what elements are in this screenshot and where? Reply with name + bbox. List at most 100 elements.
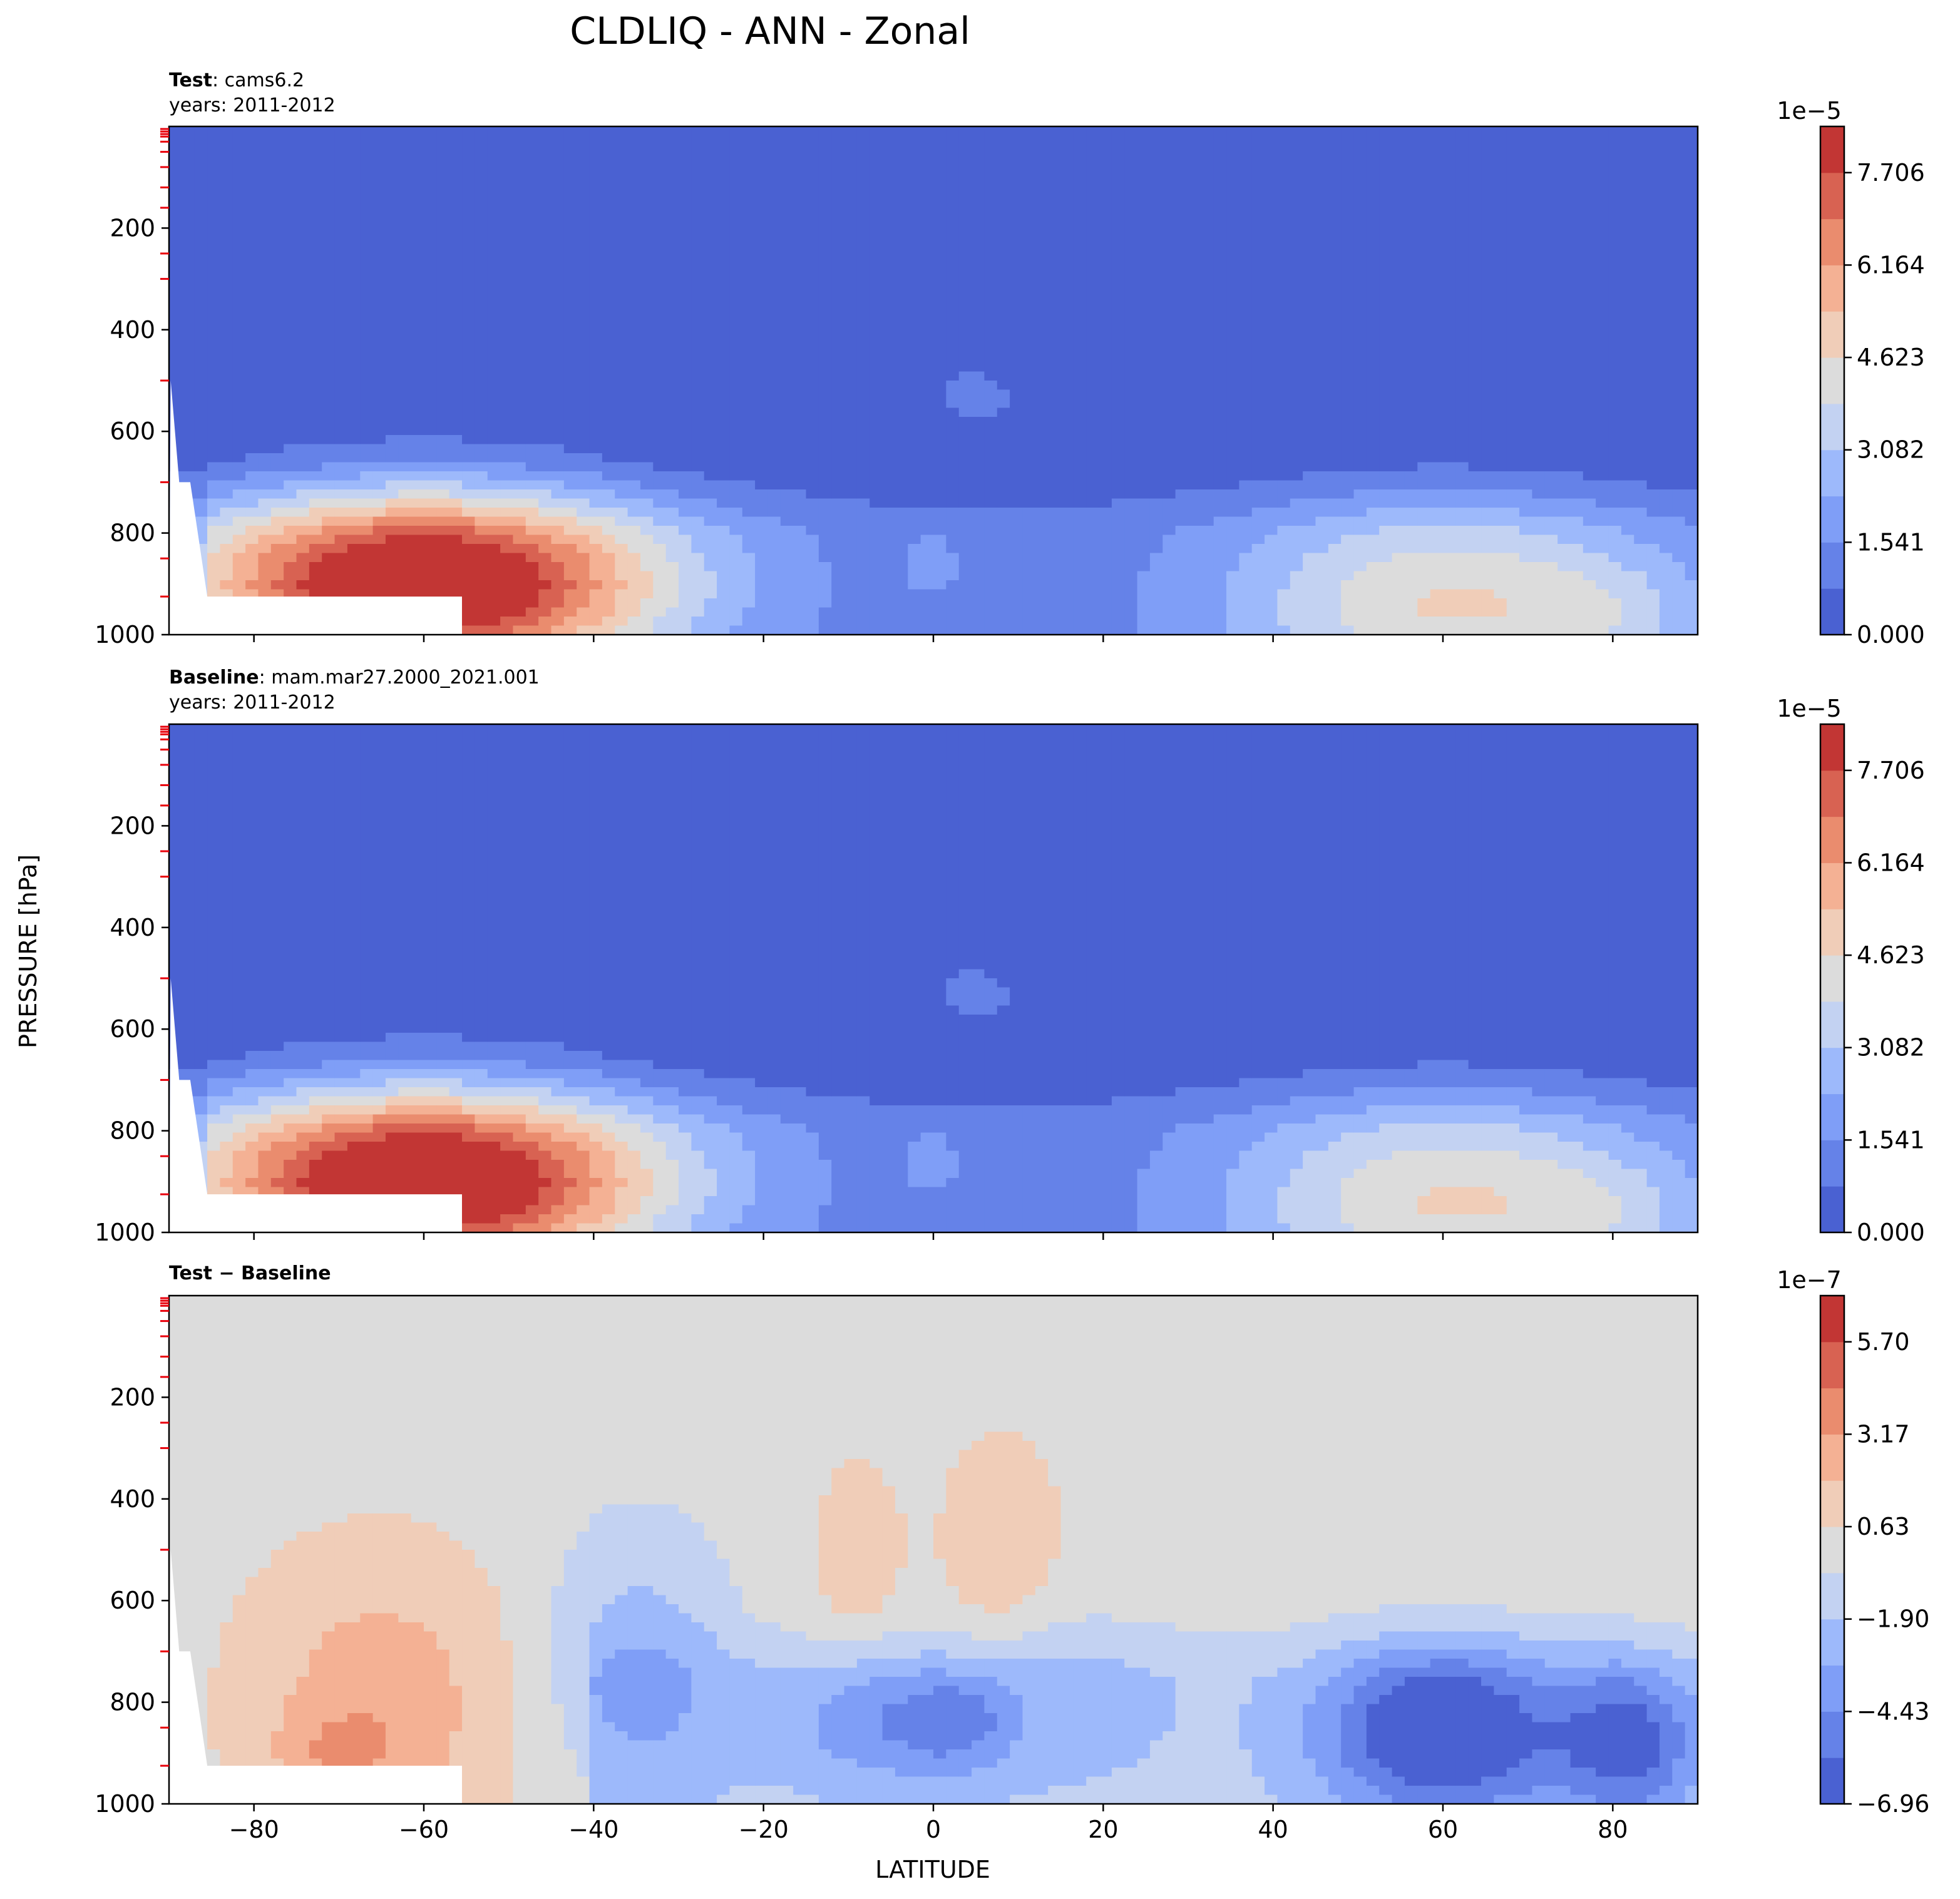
contour-cell xyxy=(1162,226,1176,236)
contour-cell xyxy=(424,444,437,454)
contour-cell xyxy=(1646,353,1660,363)
contour-cell xyxy=(1290,145,1303,155)
contour-cell xyxy=(347,299,361,309)
contour-cell xyxy=(1596,199,1609,209)
contour-cell xyxy=(1596,163,1609,173)
contour-cell xyxy=(882,435,896,445)
contour-cell xyxy=(704,344,717,354)
contour-cell xyxy=(1315,190,1329,200)
contour-cell xyxy=(1583,262,1596,272)
contour-cell xyxy=(717,145,730,155)
contour-cell xyxy=(487,498,501,508)
contour-cell xyxy=(1608,326,1622,336)
contour-cell xyxy=(958,444,972,454)
contour-cell xyxy=(1277,335,1291,345)
contour-cell xyxy=(615,244,629,254)
contour-cell xyxy=(1506,399,1520,409)
contour-cell xyxy=(182,326,195,336)
contour-cell xyxy=(1086,435,1100,445)
contour-cell xyxy=(449,435,463,445)
contour-cell xyxy=(844,317,858,327)
contour-cell xyxy=(487,208,501,218)
contour-cell xyxy=(972,244,985,254)
contour-cell xyxy=(1048,308,1062,318)
contour-cell xyxy=(1226,317,1239,327)
contour-cell xyxy=(1532,326,1546,336)
contour-cell xyxy=(742,272,756,282)
contour-cell xyxy=(1188,181,1201,191)
contour-cell xyxy=(1404,335,1418,345)
contour-cell xyxy=(589,181,603,191)
contour-cell xyxy=(182,145,195,155)
contour-cell xyxy=(475,290,488,300)
contour-cell xyxy=(729,171,743,182)
contour-cell xyxy=(1226,126,1239,136)
contour-cell xyxy=(1443,226,1456,236)
contour-cell xyxy=(1188,217,1201,227)
contour-cell xyxy=(1685,353,1698,363)
contour-cell xyxy=(1353,389,1367,399)
contour-cell xyxy=(385,217,399,227)
contour-cell xyxy=(767,299,781,309)
contour-cell xyxy=(1251,290,1265,300)
contour-cell xyxy=(398,171,412,182)
contour-cell xyxy=(1060,471,1074,481)
contour-cell xyxy=(1379,435,1393,445)
contour-cell xyxy=(1596,399,1609,409)
contour-cell xyxy=(1646,126,1660,136)
contour-cell xyxy=(767,353,781,363)
contour-cell xyxy=(1392,253,1405,264)
contour-cell xyxy=(729,362,743,372)
contour-cell xyxy=(577,262,590,272)
contour-cell xyxy=(818,471,832,481)
contour-cell xyxy=(487,262,501,272)
contour-cell xyxy=(793,244,807,254)
contour-cell xyxy=(1634,335,1648,345)
contour-cell xyxy=(1060,453,1074,463)
contour-cell xyxy=(653,453,667,463)
contour-cell xyxy=(1137,153,1151,163)
contour-cell xyxy=(831,326,845,336)
contour-cell xyxy=(972,353,985,363)
contour-cell xyxy=(194,381,208,391)
contour-cell xyxy=(1583,171,1596,182)
contour-cell xyxy=(589,389,603,399)
contour-cell xyxy=(1060,235,1074,245)
contour-cell xyxy=(1519,208,1533,218)
contour-cell xyxy=(780,163,794,173)
contour-cell xyxy=(984,480,998,490)
contour-cell xyxy=(1010,163,1024,173)
contour-cell xyxy=(602,190,615,200)
contour-cell xyxy=(729,272,743,282)
contour-cell xyxy=(424,299,437,309)
contour-cell xyxy=(372,153,386,163)
contour-cell xyxy=(258,317,272,327)
contour-cell xyxy=(1481,299,1494,309)
contour-cell xyxy=(1646,462,1660,472)
contour-cell xyxy=(449,417,463,427)
contour-cell xyxy=(270,145,284,155)
contour-cell xyxy=(1634,389,1648,399)
contour-cell xyxy=(780,235,794,245)
contour-cell xyxy=(933,353,947,363)
contour-cell xyxy=(958,235,972,245)
contour-cell xyxy=(372,444,386,454)
contour-cell xyxy=(1583,471,1596,481)
contour-cell xyxy=(1111,171,1125,182)
contour-cell xyxy=(1162,480,1176,490)
contour-cell xyxy=(1099,299,1112,309)
panel-test-years: years: 2011-2012 xyxy=(169,95,336,116)
contour-cell xyxy=(895,253,908,264)
contour-cell xyxy=(1099,462,1112,472)
contour-cell xyxy=(1022,389,1036,399)
contour-cell xyxy=(1353,326,1367,336)
contour-cell xyxy=(436,344,450,354)
contour-cell xyxy=(513,226,526,236)
contour-cell xyxy=(1315,272,1329,282)
contour-cell xyxy=(284,453,297,463)
contour-cell xyxy=(245,362,259,372)
contour-cell xyxy=(717,417,730,427)
contour-cell xyxy=(640,135,654,145)
contour-cell xyxy=(385,262,399,272)
contour-cell xyxy=(1035,145,1049,155)
